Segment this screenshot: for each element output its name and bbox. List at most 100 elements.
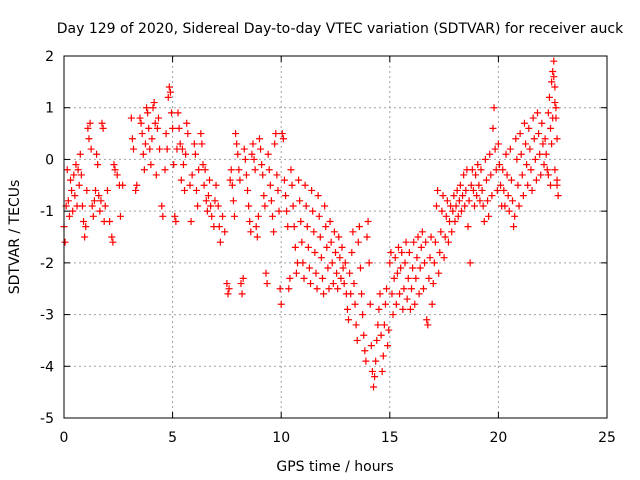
data-point	[295, 176, 303, 184]
data-point	[148, 135, 156, 143]
data-point	[506, 145, 514, 153]
data-point	[254, 212, 262, 220]
data-point	[270, 228, 278, 236]
data-point	[473, 192, 481, 200]
data-point	[219, 212, 227, 220]
data-point	[485, 212, 493, 220]
data-point	[192, 186, 200, 194]
data-point	[525, 124, 533, 132]
data-point	[161, 166, 169, 174]
tick-labels: 0 5 10 15 20 25 -5 -4 -3 -2 -1 0 1 2	[40, 49, 616, 446]
data-point	[452, 202, 460, 210]
data-point	[356, 264, 364, 272]
data-point	[494, 140, 502, 148]
data-point	[370, 383, 378, 391]
data-point	[553, 135, 561, 143]
y-tick-label: -2	[40, 256, 54, 272]
data-point	[440, 254, 448, 262]
data-point	[354, 238, 362, 246]
data-point	[263, 280, 271, 288]
data-point	[291, 243, 299, 251]
data-point	[266, 181, 274, 189]
data-point	[301, 181, 309, 189]
data-point	[229, 197, 237, 205]
data-point	[320, 290, 328, 298]
data-point	[329, 280, 337, 288]
data-point	[307, 280, 315, 288]
data-point	[400, 285, 408, 293]
data-point	[439, 192, 447, 200]
data-point	[278, 130, 286, 138]
chart-title: Day 129 of 2020, Sidereal Day-to-day VTE…	[57, 21, 624, 37]
data-point	[286, 274, 294, 282]
data-point	[488, 192, 496, 200]
data-point	[216, 238, 224, 246]
data-point	[212, 181, 220, 189]
x-tick-label: 25	[598, 430, 616, 446]
data-point	[513, 155, 521, 163]
data-point	[389, 311, 397, 319]
x-axis-title: GPS time / hours	[276, 459, 393, 475]
data-point	[274, 186, 282, 194]
data-point	[501, 202, 509, 210]
data-point	[63, 166, 71, 174]
data-point	[449, 207, 457, 215]
data-point	[533, 109, 541, 117]
data-point	[495, 161, 503, 169]
data-point	[443, 197, 451, 205]
y-tick-label: -3	[40, 308, 54, 324]
data-point	[165, 83, 173, 91]
data-point	[505, 207, 513, 215]
data-point	[353, 336, 361, 344]
data-point	[336, 254, 344, 262]
data-point	[543, 166, 551, 174]
data-point	[499, 166, 507, 174]
data-point	[88, 202, 96, 210]
data-point	[550, 73, 558, 81]
data-point	[144, 109, 152, 117]
data-point	[221, 228, 229, 236]
data-point	[314, 192, 322, 200]
data-point	[244, 186, 252, 194]
data-point	[147, 161, 155, 169]
data-point	[406, 305, 414, 313]
data-point	[454, 212, 462, 220]
data-point	[541, 135, 549, 143]
data-point	[80, 217, 88, 225]
data-point	[128, 135, 136, 143]
data-point	[387, 249, 395, 257]
data-point	[273, 171, 281, 179]
data-point	[68, 186, 76, 194]
data-point	[214, 202, 222, 210]
data-point	[345, 316, 353, 324]
data-point	[469, 186, 477, 194]
data-point	[164, 93, 172, 101]
data-point	[141, 140, 149, 148]
data-point	[78, 202, 86, 210]
data-point	[339, 264, 347, 272]
data-point	[133, 181, 141, 189]
data-point	[232, 130, 240, 138]
y-tick-label: -5	[40, 411, 54, 427]
data-point	[113, 171, 121, 179]
data-point	[333, 269, 341, 277]
data-point	[225, 285, 233, 293]
data-point	[276, 285, 284, 293]
data-point	[549, 114, 557, 122]
data-point	[552, 104, 560, 112]
data-point	[258, 161, 266, 169]
x-tick-label: 0	[60, 430, 69, 446]
grid-lines	[64, 56, 607, 418]
data-point	[93, 150, 101, 158]
data-point	[330, 228, 338, 236]
data-point	[275, 207, 283, 215]
data-point	[375, 305, 383, 313]
data-point	[110, 161, 118, 169]
data-point	[436, 249, 444, 257]
data-point	[71, 192, 79, 200]
data-point	[351, 300, 359, 308]
data-point	[98, 119, 106, 127]
data-point	[551, 99, 559, 107]
data-point	[441, 233, 449, 241]
data-point	[480, 217, 488, 225]
